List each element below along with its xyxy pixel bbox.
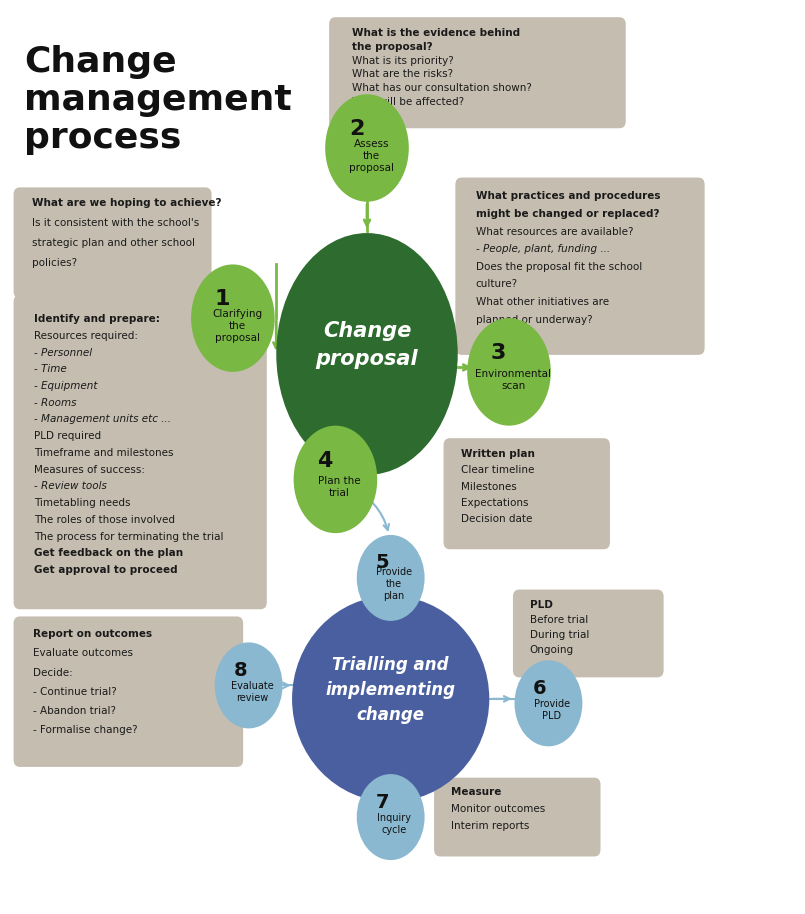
Text: The roles of those involved: The roles of those involved [35, 515, 175, 525]
Text: What are the risks?: What are the risks? [352, 69, 452, 80]
Text: - Formalise change?: - Formalise change? [33, 726, 138, 736]
FancyBboxPatch shape [14, 616, 243, 767]
Text: What practices and procedures: What practices and procedures [476, 191, 660, 201]
Text: Does the proposal fit the school: Does the proposal fit the school [476, 261, 642, 271]
FancyBboxPatch shape [14, 295, 266, 610]
Ellipse shape [357, 535, 424, 621]
Text: Get feedback on the plan: Get feedback on the plan [35, 548, 184, 558]
Text: - Abandon trial?: - Abandon trial? [33, 707, 116, 717]
Text: Who will be affected?: Who will be affected? [352, 97, 464, 107]
Text: Environmental
scan: Environmental scan [475, 369, 551, 391]
FancyBboxPatch shape [14, 187, 212, 299]
Text: What is the evidence behind: What is the evidence behind [352, 28, 520, 38]
Text: 1: 1 [215, 290, 230, 309]
Text: PLD: PLD [530, 600, 552, 610]
Text: Plan the
trial: Plan the trial [318, 476, 361, 498]
FancyBboxPatch shape [434, 778, 601, 856]
Text: - Continue trial?: - Continue trial? [33, 686, 117, 696]
Text: - Rooms: - Rooms [35, 398, 76, 408]
Ellipse shape [294, 426, 378, 533]
Text: might be changed or replaced?: might be changed or replaced? [476, 209, 659, 218]
Text: Ongoing: Ongoing [530, 644, 574, 654]
Text: 2: 2 [349, 119, 364, 139]
FancyBboxPatch shape [329, 17, 625, 128]
Text: Monitor outcomes: Monitor outcomes [452, 804, 546, 814]
Text: Assess
the
proposal: Assess the proposal [349, 139, 394, 173]
Text: 8: 8 [233, 661, 247, 680]
Text: - Equipment: - Equipment [35, 381, 97, 391]
Text: PLD required: PLD required [35, 431, 101, 441]
Text: - Personnel: - Personnel [35, 347, 93, 357]
Text: Before trial: Before trial [530, 615, 588, 624]
Text: policies?: policies? [32, 258, 77, 268]
Text: Get approval to proceed: Get approval to proceed [35, 565, 178, 575]
Ellipse shape [191, 264, 275, 372]
Ellipse shape [276, 233, 458, 475]
Text: Timeframe and milestones: Timeframe and milestones [35, 448, 174, 458]
Text: Decision date: Decision date [460, 514, 532, 524]
Text: culture?: culture? [476, 280, 518, 290]
Text: Expectations: Expectations [460, 498, 528, 508]
Text: Change
management
process: Change management process [24, 45, 291, 155]
Text: 5: 5 [375, 553, 389, 572]
Text: Evaluate
review: Evaluate review [231, 681, 274, 703]
Text: Trialling and
implementing
change: Trialling and implementing change [326, 656, 456, 724]
Text: Decide:: Decide: [33, 667, 73, 677]
Text: Written plan: Written plan [460, 449, 535, 459]
Text: Timetabling needs: Timetabling needs [35, 498, 130, 508]
Text: Measure: Measure [452, 788, 502, 797]
Text: What is its priority?: What is its priority? [352, 56, 453, 66]
Text: planned or underway?: planned or underway? [476, 314, 592, 324]
Text: What resources are available?: What resources are available? [476, 227, 634, 237]
Ellipse shape [467, 318, 551, 426]
Text: - Time: - Time [35, 365, 67, 374]
Text: Interim reports: Interim reports [452, 822, 530, 832]
Text: What are we hoping to achieve?: What are we hoping to achieve? [32, 198, 221, 208]
Text: Evaluate outcomes: Evaluate outcomes [33, 648, 134, 658]
FancyBboxPatch shape [456, 177, 704, 355]
Ellipse shape [325, 94, 409, 202]
Text: Clear timeline: Clear timeline [460, 465, 534, 475]
Text: Change
proposal: Change proposal [316, 321, 419, 369]
Text: 3: 3 [491, 343, 506, 363]
Text: strategic plan and other school: strategic plan and other school [32, 238, 195, 248]
Text: Identify and prepare:: Identify and prepare: [35, 314, 160, 324]
Text: - Review tools: - Review tools [35, 482, 107, 492]
Text: - Management units etc ...: - Management units etc ... [35, 414, 171, 424]
Text: 6: 6 [533, 679, 547, 697]
FancyBboxPatch shape [444, 438, 610, 549]
Text: During trial: During trial [530, 630, 589, 640]
Text: Measures of success:: Measures of success: [35, 464, 145, 474]
FancyBboxPatch shape [513, 590, 663, 677]
Text: 7: 7 [375, 792, 389, 812]
Text: What other initiatives are: What other initiatives are [476, 297, 609, 307]
Text: Milestones: Milestones [460, 482, 517, 492]
Text: What has our consultation shown?: What has our consultation shown? [352, 83, 531, 93]
Ellipse shape [514, 660, 582, 747]
Text: - People, plant, funding ...: - People, plant, funding ... [476, 244, 610, 254]
Text: the proposal?: the proposal? [352, 42, 432, 52]
Text: Provide
PLD: Provide PLD [534, 699, 570, 721]
Ellipse shape [357, 774, 424, 860]
Ellipse shape [215, 643, 283, 728]
Text: Report on outcomes: Report on outcomes [33, 629, 152, 639]
Text: 4: 4 [317, 451, 332, 471]
Text: Clarifying
the
proposal: Clarifying the proposal [212, 309, 262, 344]
Text: Provide
the
plan: Provide the plan [376, 568, 412, 601]
Text: Resources required:: Resources required: [35, 331, 138, 341]
Text: Is it consistent with the school's: Is it consistent with the school's [32, 218, 200, 228]
Text: Inquiry
cycle: Inquiry cycle [377, 813, 411, 834]
Ellipse shape [292, 596, 489, 802]
Text: The process for terminating the trial: The process for terminating the trial [35, 532, 224, 542]
